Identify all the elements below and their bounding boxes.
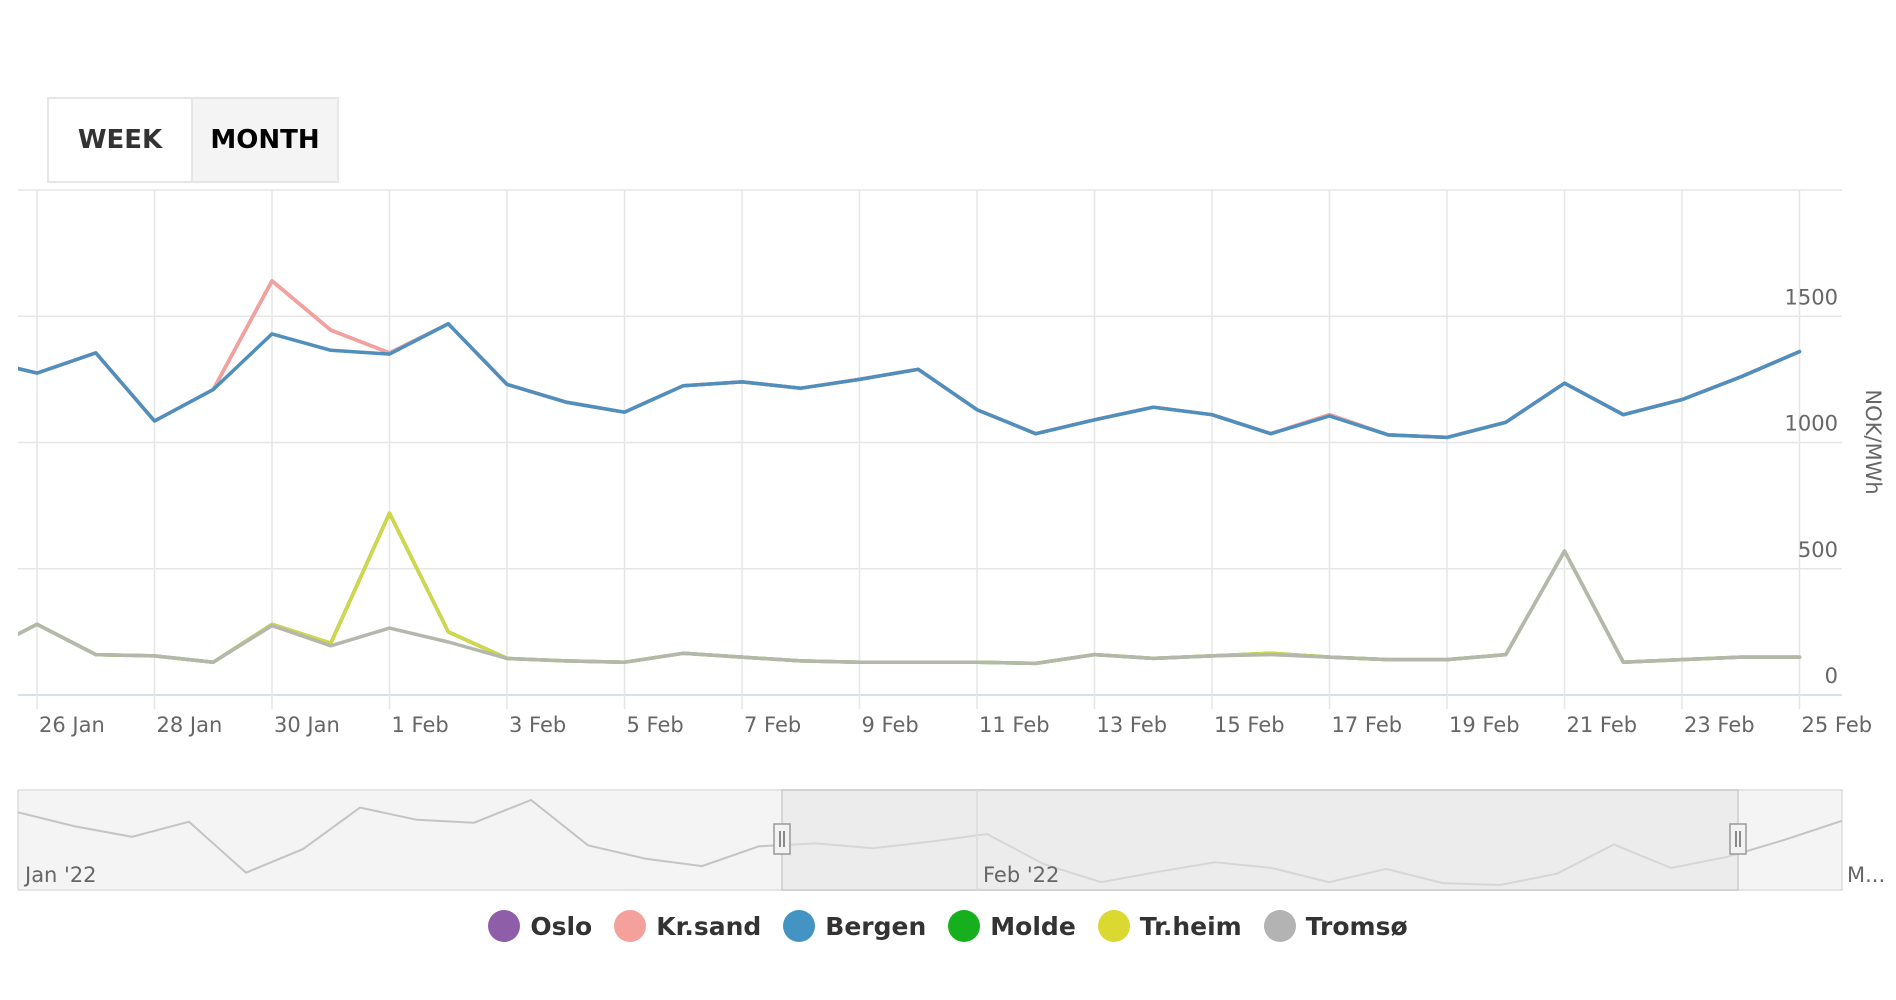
legend-dot-trheim [1097, 910, 1130, 942]
y-axis-title: NOK/MWh [1861, 389, 1885, 494]
x-tick-label: 28 Jan [157, 713, 223, 737]
legend-label-krsand: Kr.sand [656, 911, 762, 941]
price-chart: NOK/MWh 0 500 1000 1500 26 Jan 28 Jan 30 Jan 1 … [17, 189, 1885, 891]
series-line-trheim [18, 511, 1802, 666]
navigator-label-mar: M... [1847, 863, 1885, 887]
legend-label-bergen: Bergen [825, 911, 927, 941]
x-tick-label: 11 Feb [979, 713, 1050, 737]
navigator-label-feb: Feb '22 [983, 863, 1059, 887]
legend-dot-tromso [1263, 910, 1296, 942]
legend-dot-krsand [614, 910, 647, 942]
x-tick-label: 5 Feb [627, 713, 684, 737]
x-tick-label: 9 Feb [862, 713, 919, 737]
navigator-selection[interactable] [781, 789, 1739, 891]
series-line-krsand [18, 279, 1802, 440]
navigator-label-jan: Jan '22 [23, 863, 97, 887]
x-tick-label: 1 Feb [392, 713, 449, 737]
legend-label-molde: Molde [990, 911, 1076, 941]
x-tick-label: 3 Feb [509, 713, 566, 737]
legend-dot-molde [948, 910, 981, 942]
series-line-oslo [18, 279, 1802, 440]
legend-item-krsand[interactable]: Kr.sand [614, 910, 761, 942]
x-tick-label: 13 Feb [1097, 713, 1168, 737]
navigator-right-handle[interactable] [1729, 823, 1747, 855]
x-tick-label: 26 Jan [39, 713, 105, 737]
y-tick-label: 500 [1798, 538, 1838, 562]
x-tick-label: 7 Feb [744, 713, 801, 737]
x-tick-label: 21 Feb [1567, 713, 1638, 737]
x-tick-label: 25 Feb [1802, 713, 1873, 737]
y-tick-label: 1000 [1785, 412, 1838, 436]
y-tick-label: 1500 [1785, 285, 1838, 309]
grid [18, 189, 1842, 709]
y-tick-label: 0 [1825, 664, 1838, 688]
navigator-left-handle[interactable] [773, 823, 791, 855]
navigator[interactable]: Jan '22 Feb '22 M... [17, 789, 1885, 891]
x-tick-label: 30 Jan [274, 713, 340, 737]
legend-label-trheim: Tr.heim [1139, 911, 1242, 941]
legend-label-oslo: Oslo [530, 911, 593, 941]
legend-item-molde[interactable]: Molde [948, 910, 1076, 942]
week-button[interactable]: WEEK [47, 97, 193, 183]
legend: Oslo Kr.sand Bergen Molde Tr.heim Tromsø [0, 910, 1896, 942]
x-tick-label: 23 Feb [1684, 713, 1755, 737]
x-tick-label: 17 Feb [1332, 713, 1403, 737]
x-tick-label: 19 Feb [1449, 713, 1520, 737]
legend-item-oslo[interactable]: Oslo [488, 910, 592, 942]
x-tick-label: 15 Feb [1214, 713, 1285, 737]
legend-item-tromso[interactable]: Tromsø [1263, 910, 1408, 942]
series-line-bergen [18, 322, 1802, 440]
range-selector: WEEK MONTH [47, 97, 339, 183]
series-line-troms [18, 549, 1802, 666]
legend-dot-bergen [783, 910, 816, 942]
series-line-molde [18, 511, 1802, 666]
legend-label-tromso: Tromsø [1305, 911, 1408, 941]
legend-dot-oslo [488, 910, 521, 942]
series-layer [18, 279, 1802, 666]
month-button[interactable]: MONTH [193, 97, 339, 183]
legend-item-bergen[interactable]: Bergen [783, 910, 926, 942]
axes: NOK/MWh 0 500 1000 1500 26 Jan 28 Jan 30 Jan 1 … [39, 285, 1885, 737]
legend-item-trheim[interactable]: Tr.heim [1097, 910, 1242, 942]
